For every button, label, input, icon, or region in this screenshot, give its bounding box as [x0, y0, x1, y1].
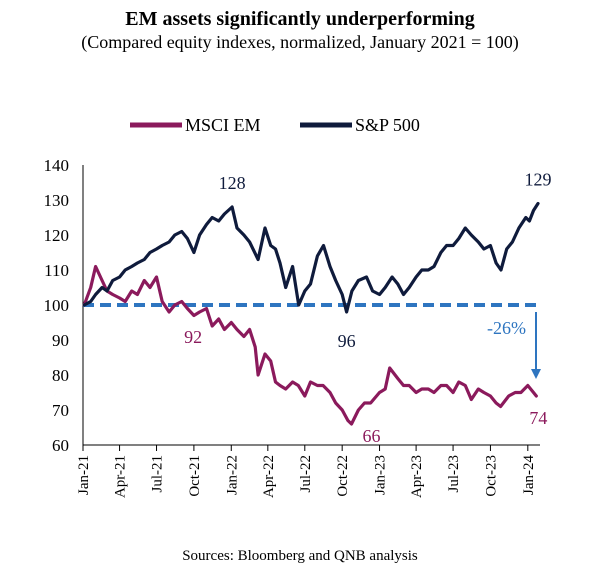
x-tick-label: Jan-24: [521, 455, 537, 495]
x-tick-label: Jan-21: [76, 455, 92, 495]
chart-title: EM assets significantly underperforming: [125, 8, 475, 30]
x-tick-label: Jul-21: [150, 455, 166, 493]
x-tick-label: Oct-21: [187, 455, 203, 497]
y-tick-label: 120: [44, 226, 70, 245]
y-tick-label: 70: [52, 401, 69, 420]
axes: 60 70 80 90 100 110 120 130 140 Jan-21 Apr-21 Jul-2…: [44, 156, 540, 498]
data-label: 74: [529, 408, 547, 428]
x-tick-label: Jul-23: [446, 455, 462, 493]
legend: MSCI EM S&P 500: [130, 115, 420, 135]
y-tick-label: 140: [44, 156, 70, 175]
source-note: Sources: Bloomberg and QNB analysis: [182, 548, 418, 564]
y-tick-label: 130: [44, 191, 70, 210]
x-tick-label: Apr-22: [261, 455, 277, 498]
data-label: 92: [184, 327, 202, 347]
y-tick-label: 80: [52, 366, 69, 385]
y-tick-label: 90: [52, 331, 69, 350]
series-group: [82, 201, 540, 426]
series-line-msci-em: [82, 264, 538, 426]
annotations: 128 129 96 92 66 74 -26%: [184, 170, 551, 447]
y-tick-label: 100: [44, 296, 70, 315]
x-tick-label: Oct-22: [335, 455, 351, 497]
decline-label: -26%: [487, 318, 526, 338]
legend-label: MSCI EM: [185, 115, 261, 135]
x-tick-label: Apr-21: [113, 455, 129, 498]
y-tick-label: 110: [44, 261, 69, 280]
data-label: 128: [219, 173, 246, 193]
legend-label: S&P 500: [355, 115, 420, 135]
chart-subtitle: (Compared equity indexes, normalized, Ja…: [81, 32, 519, 52]
data-label: 96: [338, 331, 356, 351]
series-line-s-p-500: [82, 201, 540, 314]
x-tick-label: Jan-23: [373, 455, 389, 495]
x-tick-label: Oct-23: [483, 455, 499, 497]
x-tick-label: Apr-23: [409, 455, 425, 498]
y-tick-label: 60: [52, 436, 69, 455]
x-tick-label: Jan-22: [224, 455, 240, 495]
data-label: 66: [363, 426, 381, 446]
x-tick-label: Jul-22: [298, 455, 314, 493]
data-label: 129: [524, 170, 551, 190]
